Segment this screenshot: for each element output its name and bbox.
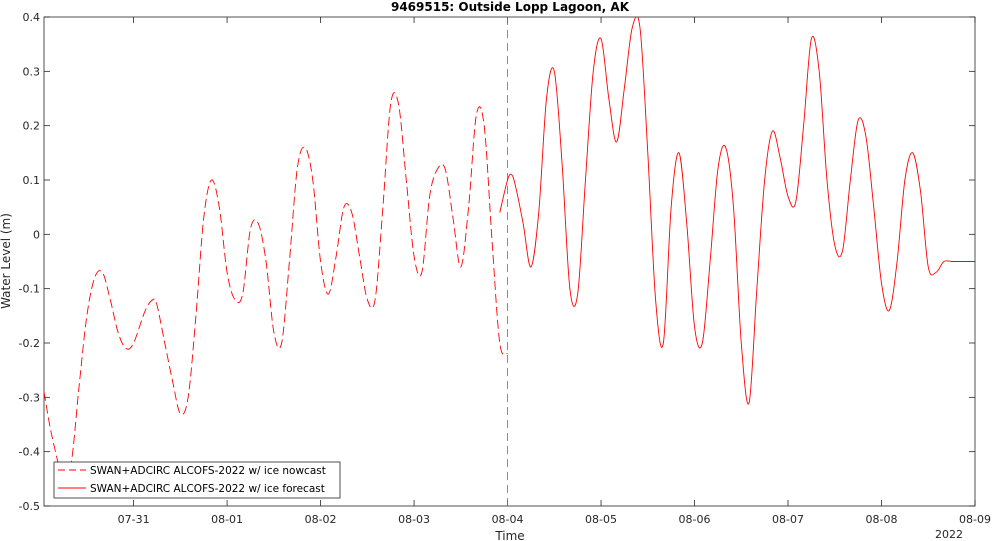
y-tick-label: 0.3 [23, 65, 41, 78]
x-tick-label: 08-06 [679, 513, 711, 526]
y-tick-label: 0 [33, 228, 40, 241]
legend-box [53, 461, 341, 499]
series-layer [44, 17, 975, 481]
y-tick-label: 0.2 [23, 120, 41, 133]
chart-title: 9469515: Outside Lopp Lagoon, AK [391, 0, 630, 14]
y-tick-label: -0.1 [19, 283, 40, 296]
x-tick-label: 08-02 [305, 513, 337, 526]
y-tick-label: -0.5 [19, 500, 40, 513]
y-tick-label: -0.4 [19, 446, 40, 459]
legend: SWAN+ADCIRC ALCOFS-2022 w/ ice nowcast S… [53, 461, 341, 499]
forecast-series-line [499, 17, 975, 405]
y-tick-label: -0.3 [19, 391, 40, 404]
x-tick-label: 08-01 [211, 513, 243, 526]
legend-label-forecast: SWAN+ADCIRC ALCOFS-2022 w/ ice forecast [90, 483, 325, 495]
y-tick-label: -0.2 [19, 337, 40, 350]
y-axis-title: Water Level (m) [0, 213, 13, 309]
x-tick-label: 08-08 [866, 513, 898, 526]
x-tick-label: 08-05 [585, 513, 617, 526]
x-tick-label: 07-31 [118, 513, 150, 526]
x-axis-ticks: 07-31 08-01 08-02 08-03 08-04 08-05 08-06 08-07… [118, 17, 991, 526]
x-tick-label: 08-03 [398, 513, 430, 526]
y-tick-label: 0.4 [23, 11, 41, 24]
plot-frame [43, 16, 976, 507]
x-tick-label: 08-09 [959, 513, 991, 526]
x-tick-label: 08-07 [772, 513, 804, 526]
x-tick-label: 08-04 [492, 513, 524, 526]
y-tick-label: 0.1 [23, 174, 41, 187]
y-axis-ticks: -0.5 -0.4 -0.3 -0.2 -0.1 0 0.1 0.2 0.3 0.4 [19, 11, 975, 513]
year-label: 2022 [935, 528, 963, 541]
legend-label-nowcast: SWAN+ADCIRC ALCOFS-2022 w/ ice nowcast [90, 465, 326, 477]
x-axis-title: Time [494, 529, 524, 541]
nowcast-series-line [44, 92, 508, 481]
